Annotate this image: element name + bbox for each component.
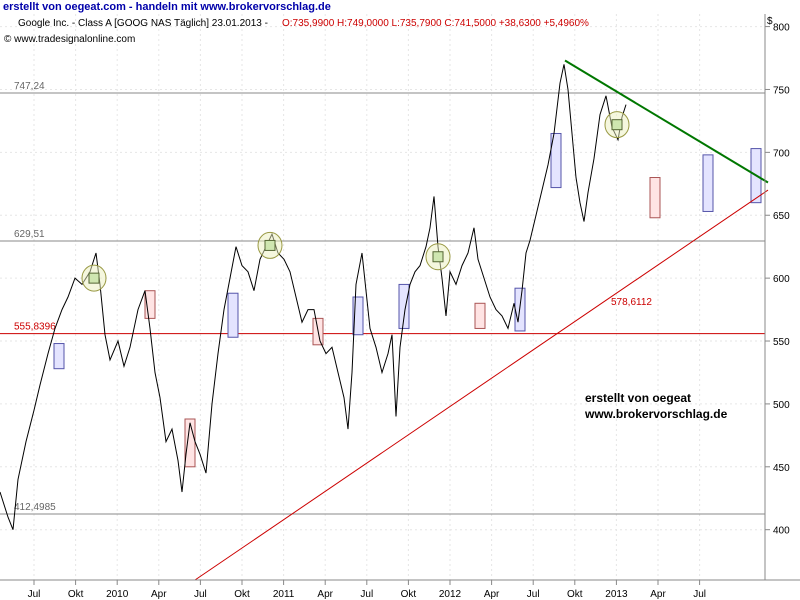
y-tick-label: 750	[773, 85, 790, 96]
level-label: 629,51	[14, 229, 45, 240]
signal-box	[227, 292, 239, 338]
signal-box	[649, 177, 661, 219]
x-tick-label: 2011	[273, 589, 295, 600]
y-tick-label: 600	[773, 274, 790, 285]
y-tick-label: 500	[773, 400, 790, 411]
watermark-line-2: www.brokervorschlag.de	[584, 407, 728, 421]
price-series-line	[0, 64, 627, 530]
x-tick-label: 2010	[106, 589, 129, 600]
x-tick-label: 2012	[439, 589, 462, 600]
x-tick-label: Okt	[401, 589, 417, 600]
uptrend-label: 578,6112	[611, 297, 652, 308]
x-tick-label: Apr	[650, 589, 666, 600]
y-tick-label: 550	[773, 337, 790, 348]
y-tick-label: 450	[773, 463, 790, 474]
signal-box	[53, 343, 65, 370]
signal-box	[474, 302, 486, 329]
signal-box	[144, 290, 156, 319]
signal-box	[398, 283, 410, 329]
watermark-line-1: erstellt von oegeat	[585, 391, 691, 405]
x-tick-label: Jul	[527, 589, 540, 600]
uptrend-line	[194, 189, 769, 581]
chart-header-ohlc: O:735,9900 H:749,0000 L:735,7900 C:741,5…	[282, 18, 589, 29]
x-tick-label: Apr	[151, 589, 167, 600]
x-tick-label: Jul	[194, 589, 207, 600]
x-tick-label: Okt	[234, 589, 250, 600]
currency-label: $	[767, 16, 773, 27]
signal-box	[550, 132, 562, 189]
x-tick-label: Jul	[693, 589, 706, 600]
signal-box	[352, 296, 364, 336]
downtrend-line	[564, 59, 769, 184]
x-tick-label: Apr	[484, 589, 500, 600]
y-tick-label: 400	[773, 526, 790, 537]
highlight-marker	[432, 251, 444, 263]
x-tick-label: Jul	[28, 589, 41, 600]
x-tick-label: Jul	[360, 589, 373, 600]
highlight-marker	[611, 119, 623, 131]
y-tick-label: 800	[773, 23, 790, 34]
chart-source-label: © www.tradesignalonline.com	[4, 34, 135, 45]
level-label: 412,4985	[14, 502, 56, 513]
y-tick-label: 650	[773, 211, 790, 222]
x-tick-label: Okt	[68, 589, 84, 600]
x-tick-label: 2013	[605, 589, 628, 600]
banner-title: erstellt von oegeat.com - handeln mit ww…	[0, 0, 800, 14]
level-label: 555,8396	[14, 322, 56, 333]
level-label: 747,24	[14, 81, 45, 92]
signal-box	[702, 154, 714, 212]
x-tick-label: Okt	[567, 589, 583, 600]
highlight-marker	[88, 272, 100, 284]
chart-header-instrument: Google Inc. - Class A [GOOG NAS Täglich]…	[18, 18, 268, 29]
x-tick-label: Apr	[317, 589, 333, 600]
y-tick-label: 700	[773, 148, 790, 159]
highlight-marker	[264, 239, 276, 251]
